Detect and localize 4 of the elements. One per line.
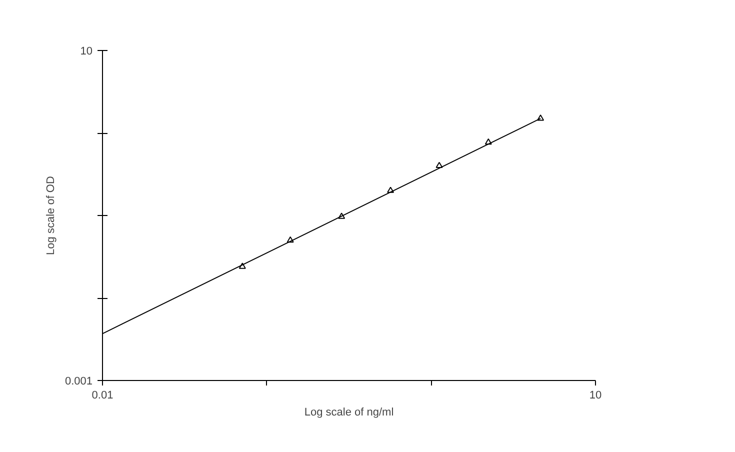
y-axis-title: Log scale of OD [44, 176, 57, 255]
y-tick-label: 0.001 [64, 376, 93, 388]
x-axis-title: Log scale of ng/ml [304, 406, 394, 418]
x-tick-label: 0.01 [92, 390, 114, 402]
